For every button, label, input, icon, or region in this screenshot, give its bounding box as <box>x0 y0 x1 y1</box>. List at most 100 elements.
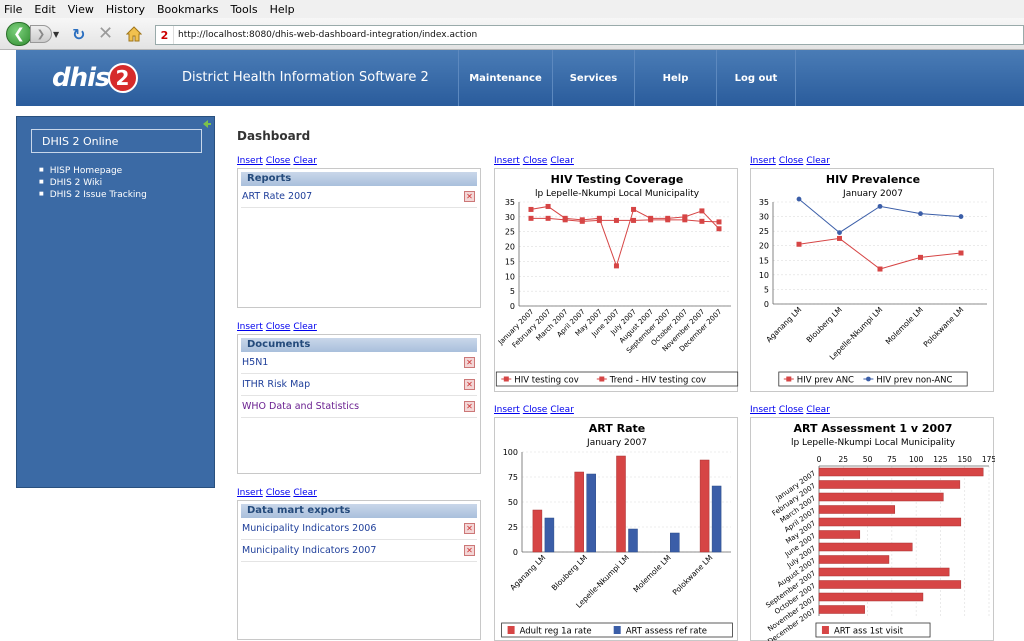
y-tick-label: 35 <box>505 198 515 207</box>
delete-icon[interactable]: ✕ <box>464 357 475 368</box>
list-item[interactable]: ITHR Risk Map ✕ <box>241 374 477 396</box>
stop-icon[interactable]: ✕ <box>98 23 114 44</box>
delete-icon[interactable]: ✕ <box>464 379 475 390</box>
legend-marker <box>503 376 509 382</box>
dhis2-logo[interactable]: dhis 2 <box>52 62 138 94</box>
data-point <box>648 217 654 223</box>
menu-tools[interactable]: Tools <box>230 2 258 16</box>
close-link[interactable]: Close <box>265 488 291 498</box>
clear-link[interactable]: Clear <box>806 405 830 415</box>
panel-heading: Reports <box>241 172 477 186</box>
nav-maintenance[interactable]: Maintenance <box>458 50 552 106</box>
sidebar-link-dhis2-wiki[interactable]: DHIS 2 Wiki <box>39 177 147 189</box>
bar <box>818 505 896 514</box>
collapse-arrow-icon[interactable] <box>202 119 212 129</box>
line-chart-svg: HIV Testing Coverage lp Lepelle-Nkumpi Lo… <box>495 173 739 387</box>
insert-link[interactable]: Insert <box>494 156 520 166</box>
logo-text: dhis <box>52 63 111 93</box>
x-tick-label: 125 <box>933 455 948 464</box>
insert-link[interactable]: Insert <box>237 156 263 166</box>
clear-link[interactable]: Clear <box>293 322 317 332</box>
menu-edit[interactable]: Edit <box>34 2 56 16</box>
chart-hiv-testing-coverage[interactable]: HIV Testing Coverage lp Lepelle-Nkumpi Lo… <box>494 168 739 392</box>
list-item[interactable]: ART Rate 2007 ✕ <box>241 186 477 208</box>
list-item[interactable]: Municipality Indicators 2007 ✕ <box>241 540 477 562</box>
list-item[interactable]: WHO Data and Statistics ✕ <box>241 396 477 418</box>
bar-chart-svg: ART Rate January 2007 0 25 50 75 100 Aganang LM… <box>501 422 733 638</box>
legend-label: HIV prev non-ANC <box>876 376 952 386</box>
url-bar[interactable]: 2 http://localhost:8080/dhis-web-dashboa… <box>155 25 1024 45</box>
menu-file[interactable]: File <box>4 2 23 16</box>
menu-history[interactable]: History <box>105 2 145 16</box>
item-label[interactable]: ART Rate 2007 <box>242 191 313 202</box>
insert-link[interactable]: Insert <box>750 405 776 415</box>
nav-logout[interactable]: Log out <box>716 50 796 106</box>
y-tick-label: 15 <box>505 257 515 266</box>
bar <box>818 605 865 614</box>
item-label[interactable]: H5N1 <box>242 357 269 368</box>
home-icon[interactable] <box>126 26 142 42</box>
item-label[interactable]: WHO Data and Statistics <box>242 401 360 412</box>
chart-art-rate[interactable]: ART Rate January 2007 0 25 50 75 100 Aganang LM… <box>494 417 738 641</box>
y-tick-label: 30 <box>759 213 769 222</box>
legend-label: Trend - HIV testing cov <box>609 376 706 386</box>
clear-link[interactable]: Clear <box>550 156 574 166</box>
close-link[interactable]: Close <box>265 322 291 332</box>
nav-services[interactable]: Services <box>552 50 634 106</box>
item-label[interactable]: Municipality Indicators 2006 <box>242 523 377 534</box>
url-text[interactable]: http://localhost:8080/dhis-web-dashboard… <box>178 30 478 40</box>
list-item[interactable]: H5N1 ✕ <box>241 352 477 374</box>
nav-help[interactable]: Help <box>634 50 716 106</box>
clear-link[interactable]: Clear <box>550 405 574 415</box>
bar <box>628 528 638 553</box>
delete-icon[interactable]: ✕ <box>464 545 475 556</box>
insert-link[interactable]: Insert <box>237 488 263 498</box>
logo-number: 2 <box>107 63 138 93</box>
close-link[interactable]: Close <box>778 405 804 415</box>
menu-view[interactable]: View <box>67 2 94 16</box>
reload-icon[interactable]: ↻ <box>72 25 86 44</box>
close-link[interactable]: Close <box>522 156 548 166</box>
top-nav: Maintenance Services Help Log out <box>458 50 796 106</box>
sidebar-link-hisp-homepage[interactable]: HISP Homepage <box>39 165 147 177</box>
legend-swatch <box>821 626 829 634</box>
close-link[interactable]: Close <box>265 156 291 166</box>
clear-link[interactable]: Clear <box>806 156 830 166</box>
delete-icon[interactable]: ✕ <box>464 191 475 202</box>
insert-link[interactable]: Insert <box>494 405 520 415</box>
chart-art-assessment[interactable]: ART Assessment 1 v 2007 lp Lepelle-Nkumpi… <box>750 417 995 641</box>
delete-icon[interactable]: ✕ <box>464 401 475 412</box>
bar <box>818 555 890 564</box>
item-label[interactable]: Municipality Indicators 2007 <box>242 545 377 556</box>
delete-icon[interactable]: ✕ <box>464 523 475 534</box>
bar <box>818 592 924 602</box>
clear-link[interactable]: Clear <box>293 156 317 166</box>
clear-link[interactable]: Clear <box>293 488 317 498</box>
x-tick-label: Molemole LM <box>631 553 672 594</box>
close-link[interactable]: Close <box>522 405 548 415</box>
menu-bookmarks[interactable]: Bookmarks <box>156 2 219 16</box>
close-link[interactable]: Close <box>778 156 804 166</box>
back-arrow-icon[interactable]: ❮ <box>6 22 32 46</box>
data-point <box>528 206 534 212</box>
data-point <box>918 211 923 217</box>
y-tick-label: 25 <box>759 227 769 236</box>
sidebar-link-issue-tracking[interactable]: DHIS 2 Issue Tracking <box>39 189 147 201</box>
list-item[interactable]: Municipality Indicators 2006 ✕ <box>241 518 477 540</box>
x-tick-label: Polokwane LM <box>922 305 966 349</box>
y-tick-label: 100 <box>503 448 518 457</box>
chart-subtitle: lp Lepelle-Nkumpi Local Municipality <box>535 189 700 199</box>
chart-hiv-prevalence[interactable]: HIV Prevalence January 2007 0 5 10 15 20 25 30 35… <box>750 168 994 392</box>
insert-link[interactable]: Insert <box>750 156 776 166</box>
history-dropdown-icon[interactable]: ▼ <box>53 30 60 39</box>
forward-arrow-icon[interactable]: ❯ <box>30 25 52 43</box>
datamart-panel: Data mart exports Municipality Indicator… <box>237 500 481 640</box>
x-tick-label: Blouberg LM <box>550 553 589 592</box>
item-label[interactable]: ITHR Risk Map <box>242 379 311 390</box>
app-title: District Health Information Software 2 <box>182 70 429 85</box>
insert-link[interactable]: Insert <box>237 322 263 332</box>
menu-help[interactable]: Help <box>269 2 295 16</box>
chart3-links: Insert Close Clear <box>494 405 577 415</box>
y-tick-label: 0 <box>513 548 518 557</box>
bar <box>818 517 962 527</box>
